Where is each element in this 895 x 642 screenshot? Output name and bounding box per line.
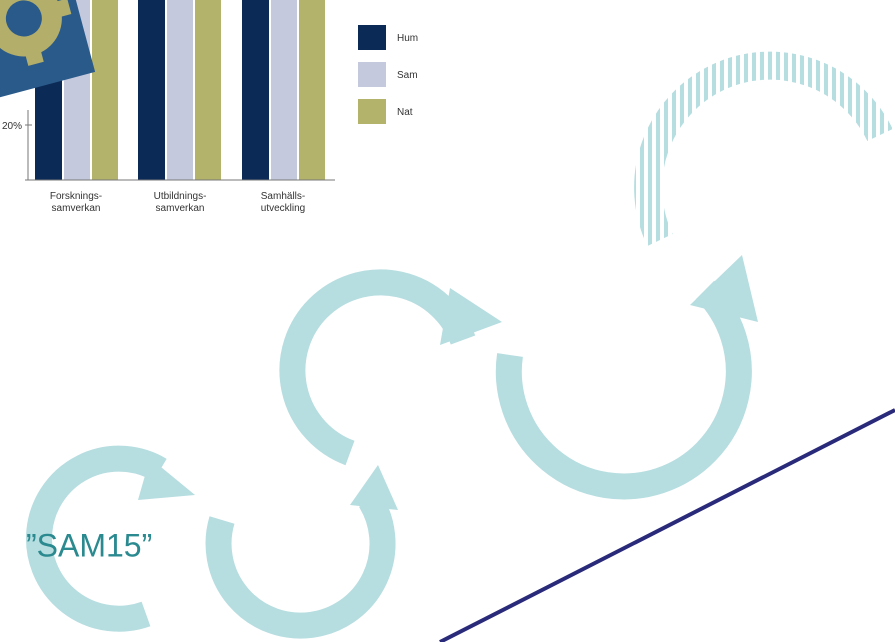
- legend-label: Nat: [397, 107, 413, 118]
- category-label: samverkan: [52, 203, 101, 214]
- category-label: Utbildnings-: [154, 191, 207, 202]
- category-label: Forsknings-: [50, 191, 102, 202]
- bar-fragment: [25, 0, 335, 181]
- category-label: utveckling: [261, 203, 305, 214]
- y-tick-label: 20%: [2, 121, 22, 132]
- sam15-label: ”SAM15”: [26, 527, 152, 563]
- legend-swatch: [358, 99, 386, 124]
- gear-image: [0, 0, 96, 102]
- category-label: samverkan: [156, 203, 205, 214]
- category-label: Samhälls-: [261, 191, 305, 202]
- legend-label: Hum: [397, 33, 418, 44]
- cycle-arrows: [26, 51, 893, 639]
- legend-swatch: [358, 62, 386, 87]
- legend-swatch: [358, 25, 386, 50]
- divider-line: [439, 408, 895, 642]
- legend-label: Sam: [397, 70, 418, 81]
